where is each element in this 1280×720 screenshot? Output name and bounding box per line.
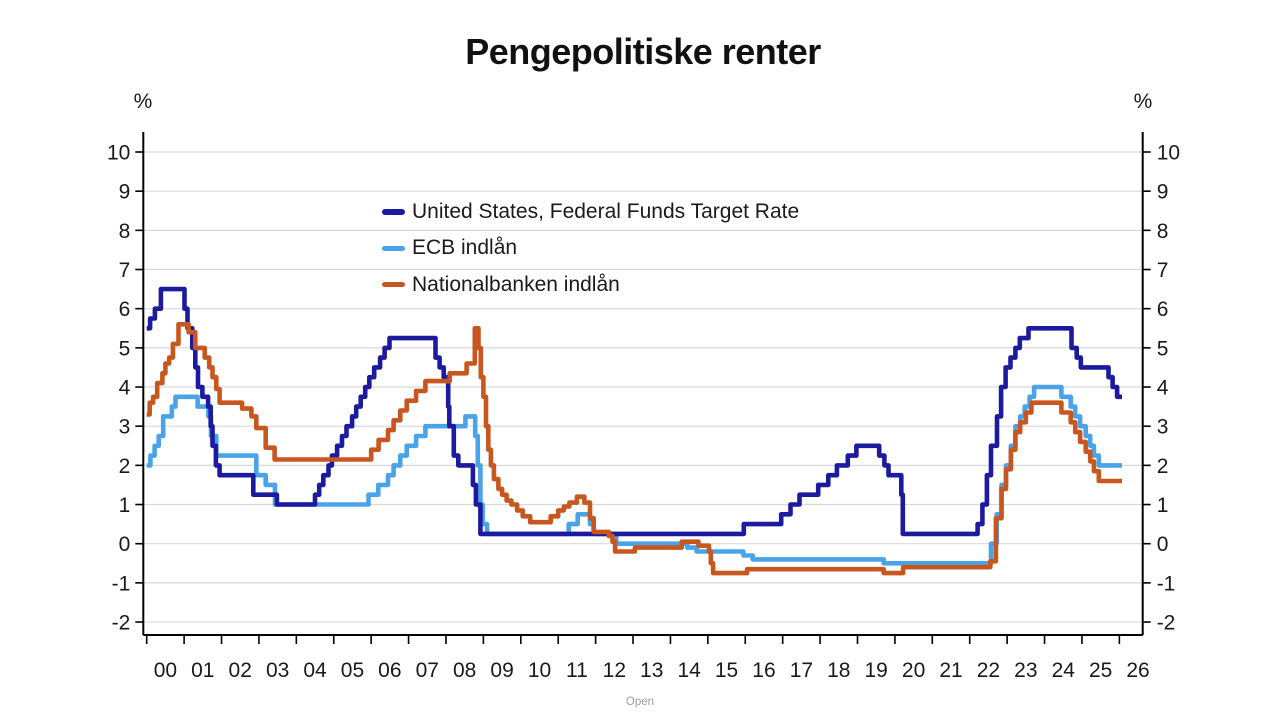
x-tick-label: 07: [416, 659, 439, 682]
y-tick-label-right: 6: [1157, 298, 1169, 321]
x-tick-label: 08: [453, 659, 476, 682]
y-tick-label-right: -2: [1157, 612, 1176, 635]
series-line-us-fed-funds: [146, 286, 1122, 537]
y-tick-label-left: 5: [119, 337, 131, 360]
chart-title: Pengepolitiske renter: [465, 31, 821, 72]
y-tick-label-left: 7: [119, 259, 131, 282]
x-tick-label: 15: [715, 659, 738, 682]
x-tick-label: 05: [341, 659, 364, 682]
x-tick-label: 16: [752, 659, 775, 682]
legend-label-ecb: ECB indlån: [412, 236, 518, 260]
y-tick-label-left: 1: [119, 494, 131, 517]
legend-item-nationalbanken: Nationalbanken indlån: [382, 267, 799, 303]
open-button[interactable]: Open: [625, 696, 655, 708]
x-tick-label: 11: [566, 659, 588, 682]
y-tick-label-left: 9: [119, 181, 131, 204]
y-tick-label-right: 1: [1157, 494, 1169, 517]
x-tick-label: 19: [865, 659, 888, 682]
y-tick-label-right: 7: [1157, 259, 1169, 282]
y-tick-label-left: 0: [119, 533, 131, 556]
series-line-nationalbanken-deposit: [146, 322, 1122, 576]
y-axis-unit-left: %: [133, 90, 153, 113]
chart-legend: United States, Federal Funds Target Rate…: [382, 194, 799, 303]
y-tick-label-left: 4: [119, 377, 131, 400]
y-tick-label-left: -1: [112, 572, 131, 595]
series-line-ecb-deposit: [146, 384, 1122, 566]
y-tick-label-right: 10: [1157, 142, 1180, 165]
y-tick-label-right: 8: [1157, 220, 1169, 243]
legend-label-nationalbanken: Nationalbanken indlån: [412, 272, 620, 296]
x-tick-label: 03: [266, 659, 289, 682]
legend-swatch-nationalbanken: [382, 281, 405, 288]
y-tick-label-right: 4: [1157, 377, 1169, 400]
y-axis-unit-right: %: [1133, 90, 1153, 113]
x-tick-label: 10: [528, 659, 551, 682]
y-tick-label-right: -1: [1157, 572, 1176, 595]
x-tick-label: 17: [790, 659, 813, 682]
x-tick-label: 18: [827, 659, 850, 682]
y-tick-label-right: 2: [1157, 455, 1169, 478]
legend-swatch-us: [382, 209, 405, 215]
x-tick-label: 26: [1126, 659, 1149, 682]
y-tick-label-left: 3: [119, 416, 131, 439]
y-tick-label-right: 3: [1157, 416, 1169, 439]
legend-swatch-ecb: [382, 245, 405, 252]
y-tick-label-right: 5: [1157, 337, 1169, 360]
x-tick-label: 22: [977, 659, 1000, 682]
x-tick-label: 24: [1052, 659, 1076, 682]
x-tick-label: 12: [603, 659, 626, 682]
y-tick-label-left: 10: [107, 142, 130, 165]
y-tick-label-left: -2: [112, 612, 131, 635]
x-tick-label: 09: [490, 659, 513, 682]
legend-item-ecb: ECB indlån: [382, 230, 799, 266]
legend-item-us: United States, Federal Funds Target Rate: [382, 194, 799, 230]
y-tick-label-right: 9: [1157, 181, 1169, 204]
y-tick-label-left: 8: [119, 220, 131, 243]
x-tick-label: 20: [902, 659, 925, 682]
x-tick-label: 01: [191, 659, 214, 682]
x-tick-label: 04: [303, 659, 327, 682]
x-tick-label: 21: [939, 659, 962, 682]
x-tick-label: 02: [229, 659, 252, 682]
y-tick-label-right: 0: [1157, 533, 1169, 556]
x-tick-label: 14: [677, 659, 701, 682]
x-tick-label: 23: [1014, 659, 1037, 682]
y-tick-label-left: 6: [119, 298, 131, 321]
legend-label-us: United States, Federal Funds Target Rate: [412, 200, 800, 224]
y-tick-label-left: 2: [119, 455, 131, 478]
x-tick-label: 00: [154, 659, 177, 682]
x-tick-label: 25: [1089, 659, 1112, 682]
x-tick-label: 06: [378, 659, 401, 682]
x-tick-label: 13: [640, 659, 663, 682]
